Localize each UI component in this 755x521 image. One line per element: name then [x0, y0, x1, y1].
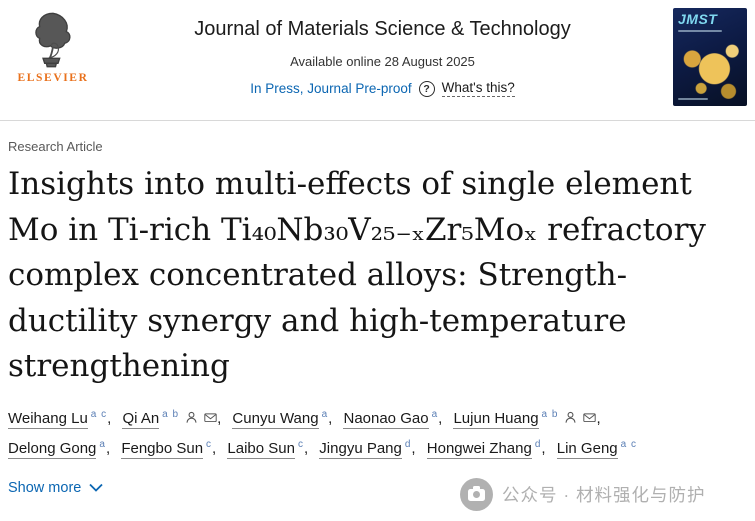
question-icon[interactable]: ? [418, 80, 435, 97]
author-link[interactable]: Cunyu Wang [232, 409, 319, 429]
envelope-icon[interactable] [204, 404, 217, 434]
show-more-button[interactable]: Show more [8, 480, 103, 496]
author-affiliation-sup: a [99, 438, 106, 450]
author-affiliation-sup: a [431, 408, 439, 420]
elsevier-tree-icon [35, 12, 71, 68]
author-item: Qi An a b, [122, 408, 222, 429]
author-item: Hongwei Zhang d, [426, 438, 546, 459]
author-link[interactable]: Weihang Lu [8, 409, 88, 429]
journal-cover-thumbnail[interactable]: JMST [673, 8, 747, 106]
elsevier-wordmark: ELSEVIER [17, 72, 89, 84]
author-item: Jingyu Pang d, [319, 438, 416, 459]
in-press-link[interactable]: In Press, Journal Pre-proof [250, 81, 412, 96]
author-separator: , [303, 439, 309, 457]
cover-jmst-label: JMST [678, 11, 718, 27]
status-row: In Press, Journal Pre-proof ? What's thi… [92, 80, 673, 97]
author-affiliation-sup: a b [541, 408, 559, 420]
author-affiliation-sup: c [206, 438, 213, 450]
author-separator: , [105, 439, 111, 457]
author-item: Lujun Huang a b, [453, 408, 601, 429]
whats-this-link[interactable]: What's this? [441, 80, 515, 97]
envelope-icon[interactable] [583, 404, 597, 434]
camera-icon [460, 478, 493, 511]
chevron-down-icon [89, 484, 103, 493]
author-affiliation-sup: d [534, 438, 542, 450]
available-online-date: Available online 28 August 2025 [290, 54, 475, 69]
article-main: Research Article Insights into multi-eff… [0, 121, 755, 497]
author-link[interactable]: Fengbo Sun [121, 439, 204, 459]
author-separator: , [107, 409, 112, 427]
journal-header: ELSEVIER Journal of Materials Science & … [0, 0, 755, 120]
author-link[interactable]: Hongwei Zhang [426, 439, 532, 459]
person-icon[interactable] [564, 404, 577, 434]
author-affiliation-sup: a [321, 408, 329, 420]
article-title: Insights into multi-effects of single el… [8, 166, 706, 385]
author-link[interactable]: Qi An [122, 409, 160, 429]
article-type-label: Research Article [8, 139, 103, 154]
author-item: Naonao Gao a, [343, 408, 443, 429]
cover-decoration [678, 98, 708, 100]
cover-decoration [678, 30, 722, 32]
author-link[interactable]: Delong Gong [8, 439, 97, 459]
author-separator: , [438, 409, 443, 427]
author-affiliation-sup: a c [620, 438, 637, 450]
author-link[interactable]: Laibo Sun [227, 439, 295, 459]
header-center: Journal of Materials Science & Technolog… [92, 8, 673, 97]
journal-title-link[interactable]: Journal of Materials Science & Technolog… [194, 18, 571, 40]
header-divider [0, 120, 755, 121]
author-link[interactable]: Naonao Gao [343, 409, 429, 429]
watermark-text: 公众号 · 材料强化与防护 [502, 485, 706, 505]
author-item: Fengbo Sun c, [121, 438, 217, 459]
author-item: Laibo Sun c, [227, 438, 309, 459]
author-link[interactable]: Jingyu Pang [319, 439, 402, 459]
elsevier-logo[interactable]: ELSEVIER [14, 8, 92, 84]
author-affiliation-sup: c [297, 438, 304, 450]
author-item: Delong Gong a, [8, 438, 111, 459]
author-separator: , [212, 439, 217, 457]
watermark: 公众号 · 材料强化与防护 [460, 478, 706, 511]
author-link[interactable]: Lin Geng [556, 439, 618, 459]
author-item: Lin Geng a c [556, 438, 637, 459]
author-affiliation-sup: a b [162, 408, 180, 420]
author-affiliation-sup: d [404, 438, 412, 450]
author-item: Cunyu Wang a, [232, 408, 333, 429]
author-link[interactable]: Lujun Huang [453, 409, 539, 429]
author-separator: , [596, 409, 601, 427]
show-more-label: Show more [8, 479, 82, 496]
author-item: Weihang Lu a c, [8, 408, 112, 429]
author-separator: , [411, 439, 416, 457]
person-icon[interactable] [185, 404, 198, 434]
author-separator: , [217, 409, 222, 427]
author-affiliation-sup: a c [90, 408, 108, 420]
author-separator: , [328, 409, 333, 427]
author-list: Weihang Lu a c, Qi An a b, Cunyu Wang a, Na… [8, 404, 676, 464]
author-separator: , [541, 439, 546, 457]
